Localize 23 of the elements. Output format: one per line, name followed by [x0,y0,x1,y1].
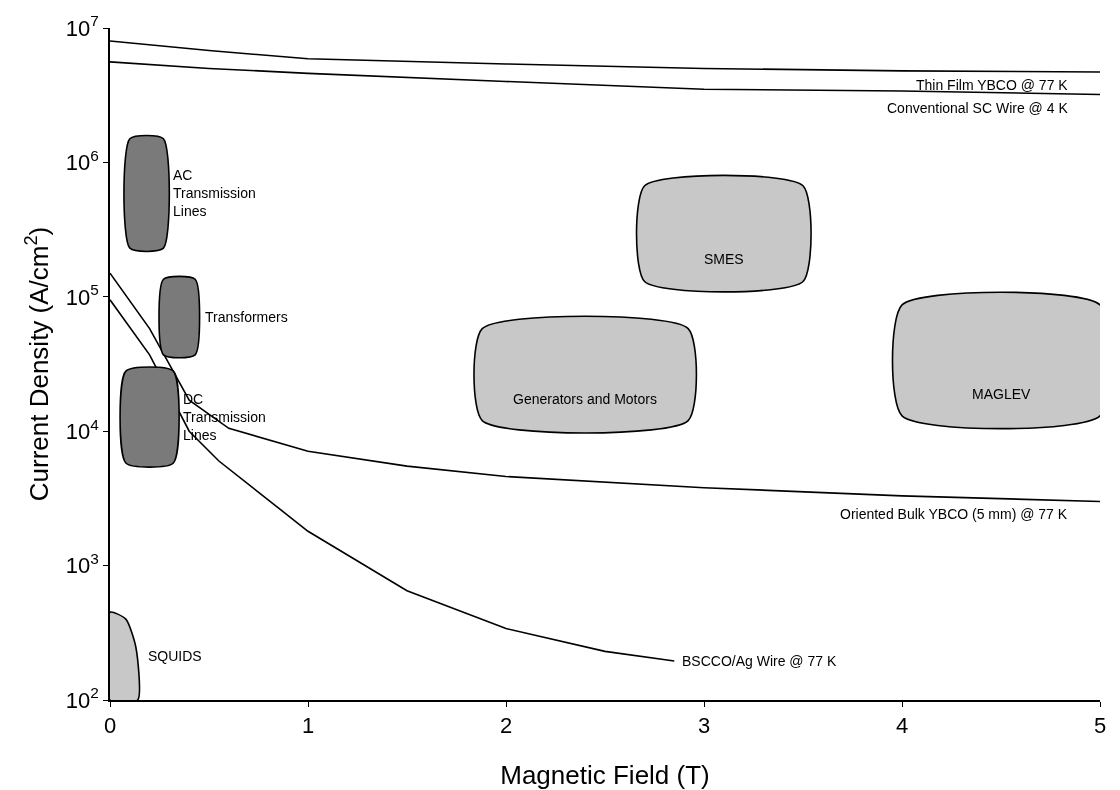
series-label: Conventional SC Wire @ 4 K [887,100,1069,116]
y-tick-label: 10$^{7}$ [65,12,99,41]
y-tick-label: 10$^{2}$ [65,684,99,713]
series-label: Oriented Bulk YBCO (5 mm) @ 77 K [840,506,1068,522]
y-tick-label: 10$^{5}$ [65,281,99,310]
y-tick-label: 10$^{3}$ [65,550,99,579]
series-label: BSCCO/Ag Wire @ 77 K [682,653,837,669]
x-tick-label: 5 [1093,713,1107,739]
series-label: SMES [704,251,744,267]
y-tick-label: 10$^{4}$ [65,415,100,444]
series-label: AC Transmission Lines [173,167,256,220]
series-label: SQUIDS [148,648,202,664]
x-tick-label: 3 [697,713,711,739]
x-axis-title: Magnetic Field (T) [500,760,710,790]
x-tick-label: 2 [499,713,513,739]
y-tick-label: 10$^{6}$ [65,146,99,176]
series-label: Transformers [205,309,288,325]
x-tick-label: 0 [103,713,117,739]
series-label: Generators and Motors [513,391,657,407]
series-label: Thin Film YBCO @ 77 K [916,77,1069,93]
series-label: MAGLEV [972,386,1032,402]
x-tick-label: 4 [895,713,909,739]
x-tick-label: 1 [301,713,315,739]
